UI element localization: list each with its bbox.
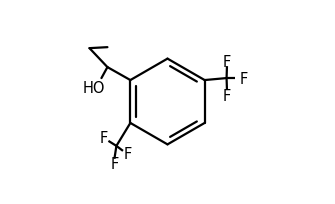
Text: F: F	[99, 131, 108, 146]
Text: F: F	[123, 147, 132, 162]
Text: F: F	[223, 88, 231, 103]
Text: F: F	[110, 156, 119, 172]
Text: HO: HO	[82, 80, 105, 95]
Text: F: F	[240, 71, 248, 86]
Text: F: F	[223, 54, 231, 69]
